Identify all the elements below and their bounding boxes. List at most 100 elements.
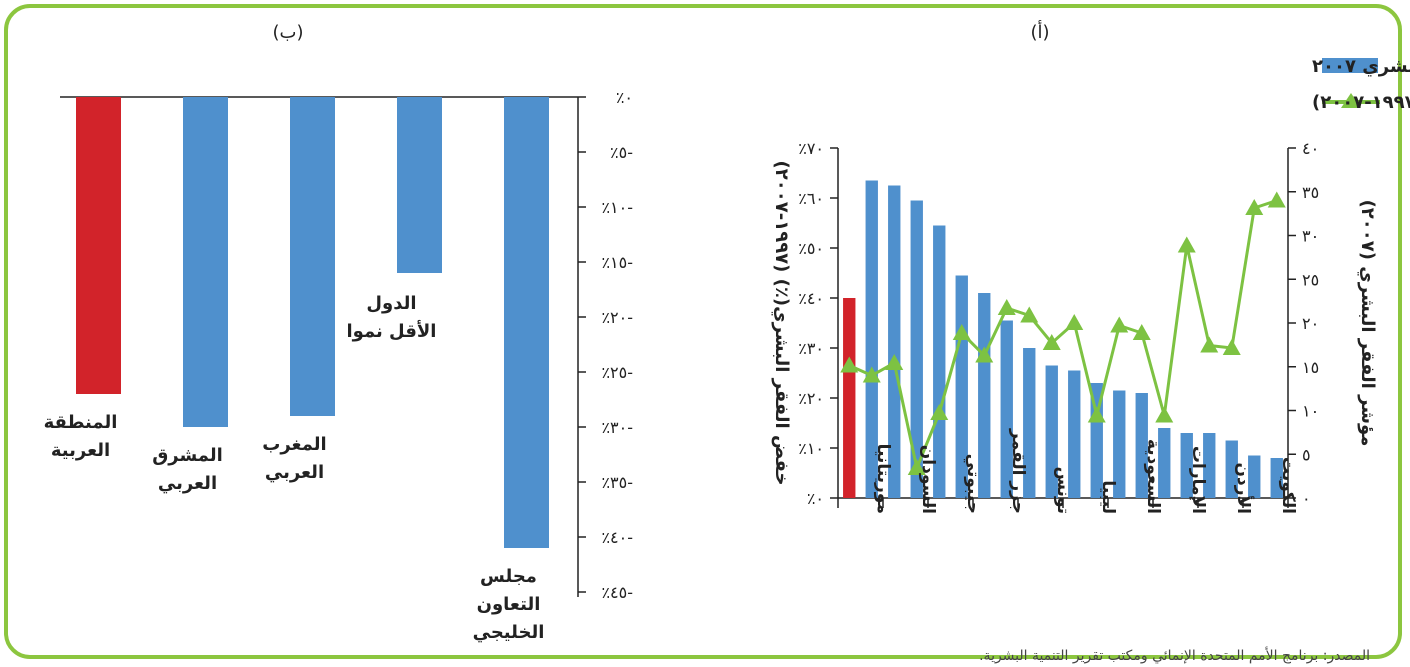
hpi-bar	[843, 298, 856, 498]
left-axis-label: خفض الفقر البشري(٪) (١٩٩٧-٢٠٠٧)	[771, 161, 792, 486]
reduction-marker	[1267, 191, 1286, 208]
legend-line-marker-icon	[1341, 93, 1361, 108]
hpi-bar	[1000, 320, 1013, 498]
panel-a-label: (أ)	[1030, 20, 1049, 43]
reduction-marker	[1222, 339, 1241, 355]
panel-b-label: (ب)	[272, 22, 303, 43]
legend-bar-swatch	[1322, 58, 1378, 73]
panel-b-category-label: المغرب	[262, 434, 326, 455]
panel-b-ticks: ٪٠ ٪٥- ٪١٠- ٪١٥- ٪٢٠- ٪٢٥- ٪٣٠- ٪٣٥- ٪٤٠- ٪٤٥-	[578, 88, 633, 602]
reduction-marker	[952, 324, 971, 340]
panel-b-category-labels: المنطقة العربية المشرق العربي المغرب العربي ال…	[44, 293, 545, 643]
panel-b-tick-label: ٪١٠-	[601, 198, 633, 217]
panel-b-tick-label: ٪٤٠-	[601, 528, 633, 547]
reduction-marker	[862, 366, 881, 383]
hpi-bar	[1270, 458, 1283, 498]
panel-b: (ب) ٪٠ ٪٥- ٪١٠- ٪١٥- ٪٢٠- ٪٢٥- ٪٣٠- ٪٣٥- ٪٤٠- ٪٤٥…	[44, 22, 633, 643]
panel-b-category-label: العربي	[158, 473, 217, 494]
reduction-marker	[997, 299, 1016, 315]
panel-b-tick-label: ٪١٥-	[601, 253, 633, 272]
reduction-marker	[1065, 314, 1084, 330]
right-axis-tick-label: ٣٠	[1302, 227, 1319, 246]
hpi-bar	[978, 293, 991, 498]
left-axis-tick-label: ٪٤٠	[798, 289, 824, 308]
panel-a-x-ticks	[837, 498, 1289, 508]
hpi-bar	[1023, 348, 1036, 498]
right-axis-tick-label: ١٥	[1302, 358, 1319, 377]
panel-b-bar	[183, 97, 228, 427]
panel-b-bar	[397, 97, 442, 273]
left-axis-tick-label: ٪٥٠	[798, 239, 824, 258]
panel-a-right-ticks: ٠ ٥ ١٠ ١٥ ٢٠ ٢٥ ٣٠ ٣٥ ٤٠	[1288, 139, 1319, 508]
panel-a-category-label: ليبيا	[1098, 480, 1118, 514]
hpi-bar	[1113, 390, 1126, 498]
hpi-bar	[1045, 365, 1058, 498]
panel-a-category-label: الأردن	[1233, 462, 1254, 514]
right-axis-tick-label: ١٠	[1302, 402, 1319, 421]
panel-a-category-label: موريتانيا	[873, 444, 893, 514]
panel-b-tick-label: ٪٠	[616, 88, 633, 107]
hpi-bar	[1225, 440, 1238, 498]
right-axis-tick-label: ٣٥	[1302, 183, 1319, 202]
panel-a-category-label: تونس	[1053, 467, 1073, 514]
legend-bar-label: مؤشر الفقر البشري ٢٠٠٧	[1312, 56, 1410, 77]
panel-b-bar	[504, 97, 549, 548]
panel-b-category-label: مجلس	[480, 566, 537, 587]
panel-b-category-label: المنطقة	[44, 412, 118, 433]
panel-a-left-ticks: ٪٠ ٪١٠ ٪٢٠ ٪٣٠ ٪٤٠ ٪٥٠ ٪٦٠ ٪٧٠	[798, 139, 838, 508]
left-axis-tick-label: ٪١٠	[798, 439, 824, 458]
panel-b-tick-label: ٪٢٥-	[601, 363, 633, 382]
hpi-bar	[865, 180, 878, 498]
hpi-bar	[1248, 455, 1261, 498]
reduction-marker	[1177, 236, 1196, 253]
right-axis-tick-label: ٥	[1302, 445, 1311, 464]
panel-b-category-label: المشرق	[152, 445, 223, 466]
hpi-bar	[1180, 433, 1193, 498]
panel-b-tick-label: ٪٣٥-	[601, 473, 633, 492]
reduction-marker	[907, 459, 926, 475]
panel-b-tick-label: ٪٤٥-	[601, 583, 633, 602]
hpi-bar	[1158, 428, 1171, 498]
reduction-marker	[1110, 316, 1129, 333]
panel-a-category-label: الإمارات	[1188, 446, 1208, 514]
reduction-marker	[975, 346, 994, 363]
hpi-bar	[888, 185, 901, 498]
panel-a-category-label: الكويت	[1278, 457, 1298, 514]
hpi-bar	[1203, 433, 1216, 498]
reduction-marker	[1245, 199, 1264, 215]
left-axis-tick-label: ٪٢٠	[798, 389, 824, 408]
panel-b-category-label: التعاون	[477, 594, 541, 615]
reduction-marker	[1155, 406, 1174, 423]
hpi-bar	[910, 200, 923, 498]
legend-line-label: خفض الفقر البشري(٪) (١٩٩٧-٢٠٠٧)	[1312, 92, 1410, 113]
left-axis-tick-label: ٪٦٠	[798, 189, 824, 208]
hpi-bar	[933, 225, 946, 498]
left-axis-tick-label: ٪٠	[807, 489, 824, 508]
panel-a-category-labels: موريتانيا السودان جيبوتي جزر القمر تونس ليبيا…	[873, 428, 1298, 514]
hpi-bar	[1090, 383, 1103, 498]
panel-b-tick-label: ٪٣٠-	[601, 418, 633, 437]
reduction-marker	[840, 356, 859, 373]
right-axis-tick-label: ٤٠	[1302, 139, 1319, 158]
panel-b-bar	[76, 97, 121, 394]
right-axis-tick-label: ٠	[1302, 489, 1311, 508]
reduction-marker	[1200, 336, 1219, 353]
panel-b-tick-label: ٪٥-	[610, 143, 633, 162]
panel-b-bars	[76, 97, 549, 548]
right-axis-label: مؤشر الفقر البشري (٢٠٠٧)	[1357, 200, 1378, 447]
panel-b-category-label: الأقل نموا	[347, 320, 437, 342]
panel-a-category-label: جيبوتي	[963, 454, 983, 514]
panel-a-category-label: السعودية	[1143, 439, 1163, 514]
reduction-marker	[1042, 334, 1061, 350]
panel-b-tick-label: ٪٢٠-	[601, 308, 633, 327]
reduction-series-line	[848, 199, 1278, 474]
hpi-bar	[1068, 370, 1081, 498]
panel-a-line-markers	[840, 191, 1286, 475]
reduction-marker	[1132, 324, 1151, 340]
reduction-marker	[885, 354, 904, 370]
panel-a-category-label: جزر القمر	[1008, 428, 1028, 514]
right-axis-tick-label: ٢٥	[1302, 270, 1319, 289]
reduction-marker	[1087, 406, 1106, 423]
panel-b-category-label: العربي	[265, 462, 324, 483]
